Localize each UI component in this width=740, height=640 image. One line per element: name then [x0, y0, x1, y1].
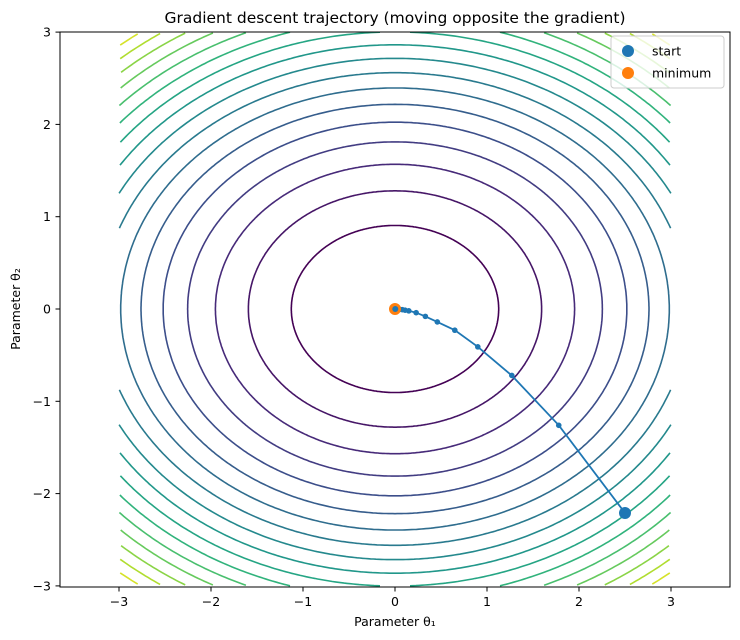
contour-level-9: [119, 43, 671, 166]
contour-level-14: [604, 545, 670, 586]
contour-level-11: [499, 32, 671, 124]
contour-level-5: [140, 103, 650, 515]
contour-level-15: [629, 558, 671, 586]
trajectory-step-point: [555, 422, 562, 429]
contour-level-7: [118, 389, 672, 547]
x-tick-label: 1: [483, 594, 491, 609]
contour-lines: [118, 32, 672, 587]
trajectory-path: [395, 308, 626, 514]
trajectory-step-point: [413, 309, 419, 316]
x-axis-label: Parameter θ₁: [354, 614, 436, 629]
contour-level-7: [118, 71, 672, 229]
contour-level-11: [119, 494, 291, 587]
y-tick-label: 2: [43, 117, 51, 132]
contour-level-1: [247, 190, 543, 429]
y-tick-label: −1: [33, 394, 51, 409]
y-tick-label: 1: [43, 209, 51, 224]
final-step-point: [392, 306, 399, 312]
contour-level-13: [120, 529, 214, 586]
y-axis-label: Parameter θ₂: [8, 268, 23, 350]
contour-level-11: [119, 32, 291, 124]
contour-level-14: [120, 545, 186, 586]
contour-level-13: [576, 529, 670, 586]
x-tick-label: 0: [391, 594, 399, 609]
x-tick-label: 2: [575, 594, 583, 609]
legend-minimum-marker: [622, 67, 634, 79]
contour-level-11: [499, 494, 671, 587]
trajectory-step-point: [475, 344, 481, 350]
point-markers: [389, 303, 631, 519]
y-tick-label: 0: [43, 302, 51, 317]
trajectory-step-point: [509, 372, 515, 379]
y-tick-label: −2: [33, 486, 51, 501]
contour-level-8: [118, 424, 672, 561]
contour-level-10: [409, 475, 671, 587]
trajectory-step-point: [452, 327, 458, 334]
x-tick-label: −3: [110, 594, 128, 609]
contour-level-10: [119, 475, 381, 587]
contour-level-0: [290, 224, 500, 394]
contour-level-15: [119, 32, 161, 60]
contour-level-4: [162, 121, 628, 497]
contour-level-6: [119, 87, 671, 531]
x-axis-ticks: −3 −2 −1 0 1 2 3: [110, 587, 675, 609]
contour-level-12: [118, 32, 247, 107]
x-tick-label: −1: [294, 594, 312, 609]
y-axis-ticks: −3 −2 −1 0 1 2 3: [33, 25, 60, 593]
x-tick-label: 3: [667, 594, 675, 609]
contour-level-16: [119, 33, 139, 46]
legend-minimum-label: minimum: [652, 66, 711, 81]
contour-level-16: [119, 572, 139, 585]
contour-level-10: [119, 32, 381, 143]
legend-start-label: start: [652, 44, 681, 59]
y-tick-label: −3: [33, 578, 51, 593]
legend: start minimum: [610, 35, 725, 89]
x-tick-label: −2: [202, 594, 220, 609]
start-marker: [619, 506, 631, 519]
legend-start-marker: [622, 45, 634, 57]
contour-level-13: [120, 32, 214, 89]
chart-title: Gradient descent trajectory (moving oppo…: [164, 9, 625, 27]
contour-level-15: [119, 558, 161, 586]
contour-level-3: [186, 141, 604, 477]
contour-level-16: [651, 572, 671, 585]
contour-level-2: [214, 163, 576, 455]
contour-level-10: [409, 32, 671, 143]
legend-box: [610, 35, 725, 89]
trajectory-step-point: [434, 319, 441, 325]
contour-level-9: [119, 452, 671, 575]
trajectory-step-point: [422, 313, 429, 320]
contour-level-12: [543, 511, 672, 587]
contour-level-14: [120, 32, 186, 73]
contour-level-8: [118, 57, 672, 194]
y-tick-label: 3: [43, 25, 51, 40]
contour-level-12: [118, 511, 247, 587]
